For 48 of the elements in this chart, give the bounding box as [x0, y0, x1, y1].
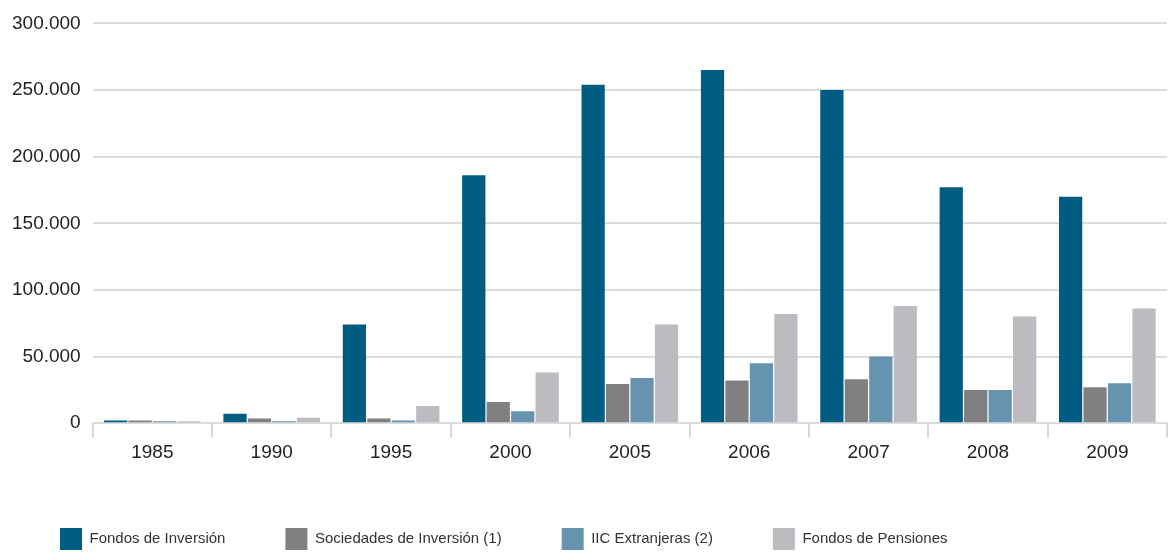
- bar: [462, 175, 486, 423]
- bar: [486, 401, 510, 423]
- y-tick-label: 300.000: [11, 11, 81, 33]
- bar: [654, 324, 679, 423]
- y-tick-label: 0: [70, 411, 81, 433]
- bar: [605, 383, 630, 423]
- x-tick-label: 2006: [728, 440, 771, 462]
- bar: [893, 305, 917, 423]
- x-tick-label: 2008: [966, 440, 1010, 462]
- x-tick-label: 1985: [131, 440, 174, 462]
- x-tick-label: 1995: [369, 440, 413, 462]
- bar: [964, 389, 988, 423]
- legend-label: IIC Extranjeras (2): [591, 529, 713, 547]
- bar: [1083, 387, 1107, 423]
- legend-label: Fondos de Pensiones: [802, 529, 948, 547]
- bar: [416, 405, 440, 423]
- bar: [939, 187, 963, 423]
- y-tick-label: 100.000: [11, 278, 81, 300]
- bar: [223, 413, 247, 423]
- bar: [535, 372, 559, 423]
- x-tick-label: 2007: [847, 440, 890, 462]
- bar: [869, 356, 893, 423]
- x-tick-label: 1990: [250, 440, 293, 462]
- y-tick-label: 250.000: [11, 78, 81, 100]
- bar: [820, 90, 844, 423]
- x-tick-label: 2000: [489, 440, 532, 462]
- x-tick-label: 2009: [1086, 440, 1129, 462]
- bar: [725, 380, 749, 423]
- bar: [774, 313, 798, 423]
- bar: [1058, 196, 1083, 423]
- bar: [1013, 316, 1037, 423]
- bar: [296, 417, 321, 423]
- bar: [342, 324, 367, 423]
- legend-label: Sociedades de Inversión (1): [314, 529, 502, 547]
- y-tick-label: 200.000: [11, 144, 81, 166]
- bar: [700, 70, 725, 423]
- bar: [1132, 308, 1156, 423]
- bar: [749, 363, 774, 423]
- y-tick-label: 50.000: [22, 344, 81, 366]
- bar: [630, 377, 654, 423]
- bar: [1107, 383, 1132, 423]
- bar: [581, 84, 605, 423]
- x-tick-label: 2005: [608, 440, 651, 462]
- y-tick-label: 150.000: [11, 211, 81, 233]
- bar: [988, 389, 1012, 423]
- bar: [844, 379, 868, 423]
- legend-label: Fondos de Inversión: [89, 529, 226, 547]
- bar: [511, 411, 535, 423]
